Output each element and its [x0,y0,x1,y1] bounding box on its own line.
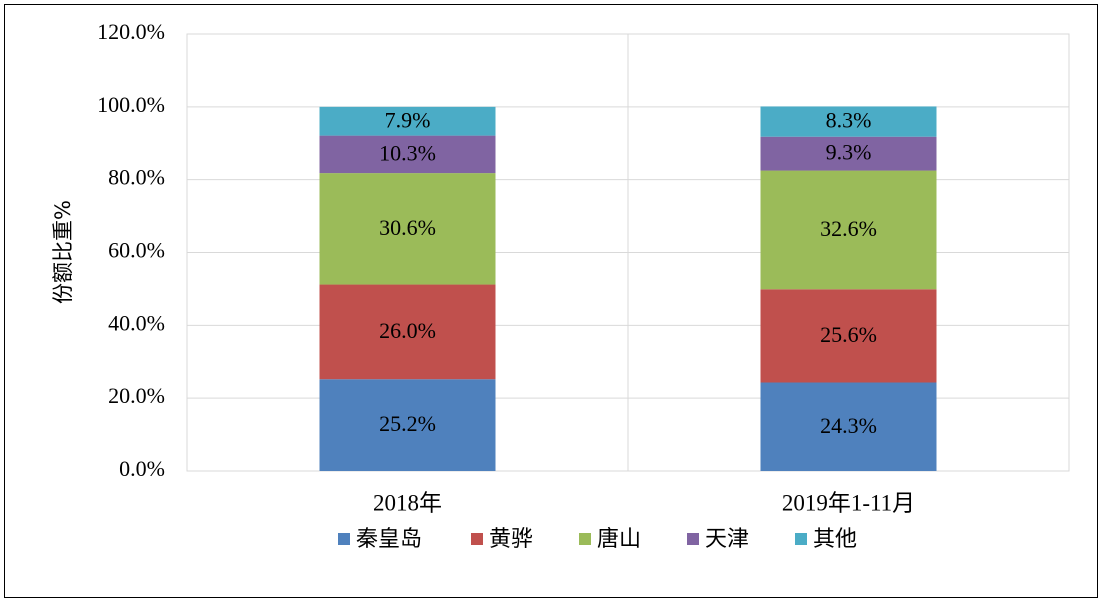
data-label: 26.0% [379,318,436,343]
legend-label: 唐山 [597,527,641,552]
legend-swatch [471,533,483,545]
data-labels: 25.2% 26.0% 30.6% 10.3% 7.9% 24.3% 25.6% 32.6% 9… [379,107,877,438]
bar-segment [760,382,937,471]
data-label: 32.6% [820,216,877,241]
bar-segment [319,106,496,136]
y-tick-label: 60.0% [108,238,165,263]
y-tick-label: 20.0% [108,383,165,408]
bar-segment [760,170,937,290]
data-label: 8.3% [826,108,872,133]
x-tick-label: 2018年 [373,490,442,515]
bar-segment [319,135,496,174]
legend-label: 天津 [705,527,749,552]
y-axis-title: 份额比重% [51,200,75,304]
data-label: 10.3% [379,140,436,165]
legend-swatch [795,533,807,545]
bar-segment [319,173,496,285]
y-tick-label: 0.0% [119,456,165,481]
legend-swatch [687,533,699,545]
data-label: 25.2% [379,411,436,436]
legend-label: 其他 [813,527,857,552]
y-tick-label: 100.0% [97,92,165,117]
x-tick-label: 2019年1-11月 [782,490,915,515]
y-tick-label: 40.0% [108,310,165,335]
data-label: 30.6% [379,215,436,240]
bar-segment [319,379,496,471]
legend-swatch [338,533,350,545]
gridlines [186,33,1070,472]
data-label: 7.9% [385,107,431,132]
data-label: 24.3% [820,413,877,438]
legend: 秦皇岛 黄骅 唐山 天津 其他 [338,527,857,552]
legend-label: 秦皇岛 [356,527,422,552]
bar-segment [760,136,937,171]
y-tick-label: 120.0% [97,19,165,44]
bar-segment [760,289,937,383]
bar-segment [319,284,496,380]
bars [319,106,937,471]
axes: 0.0% 20.0% 40.0% 60.0% 80.0% 100.0% 120.0% 2018… [97,19,915,515]
y-tick-label: 80.0% [108,165,165,190]
legend-label: 黄骅 [489,527,533,552]
data-label: 25.6% [820,322,877,347]
data-label: 9.3% [826,140,872,165]
bar-segment [760,106,937,137]
legend-swatch [579,533,591,545]
